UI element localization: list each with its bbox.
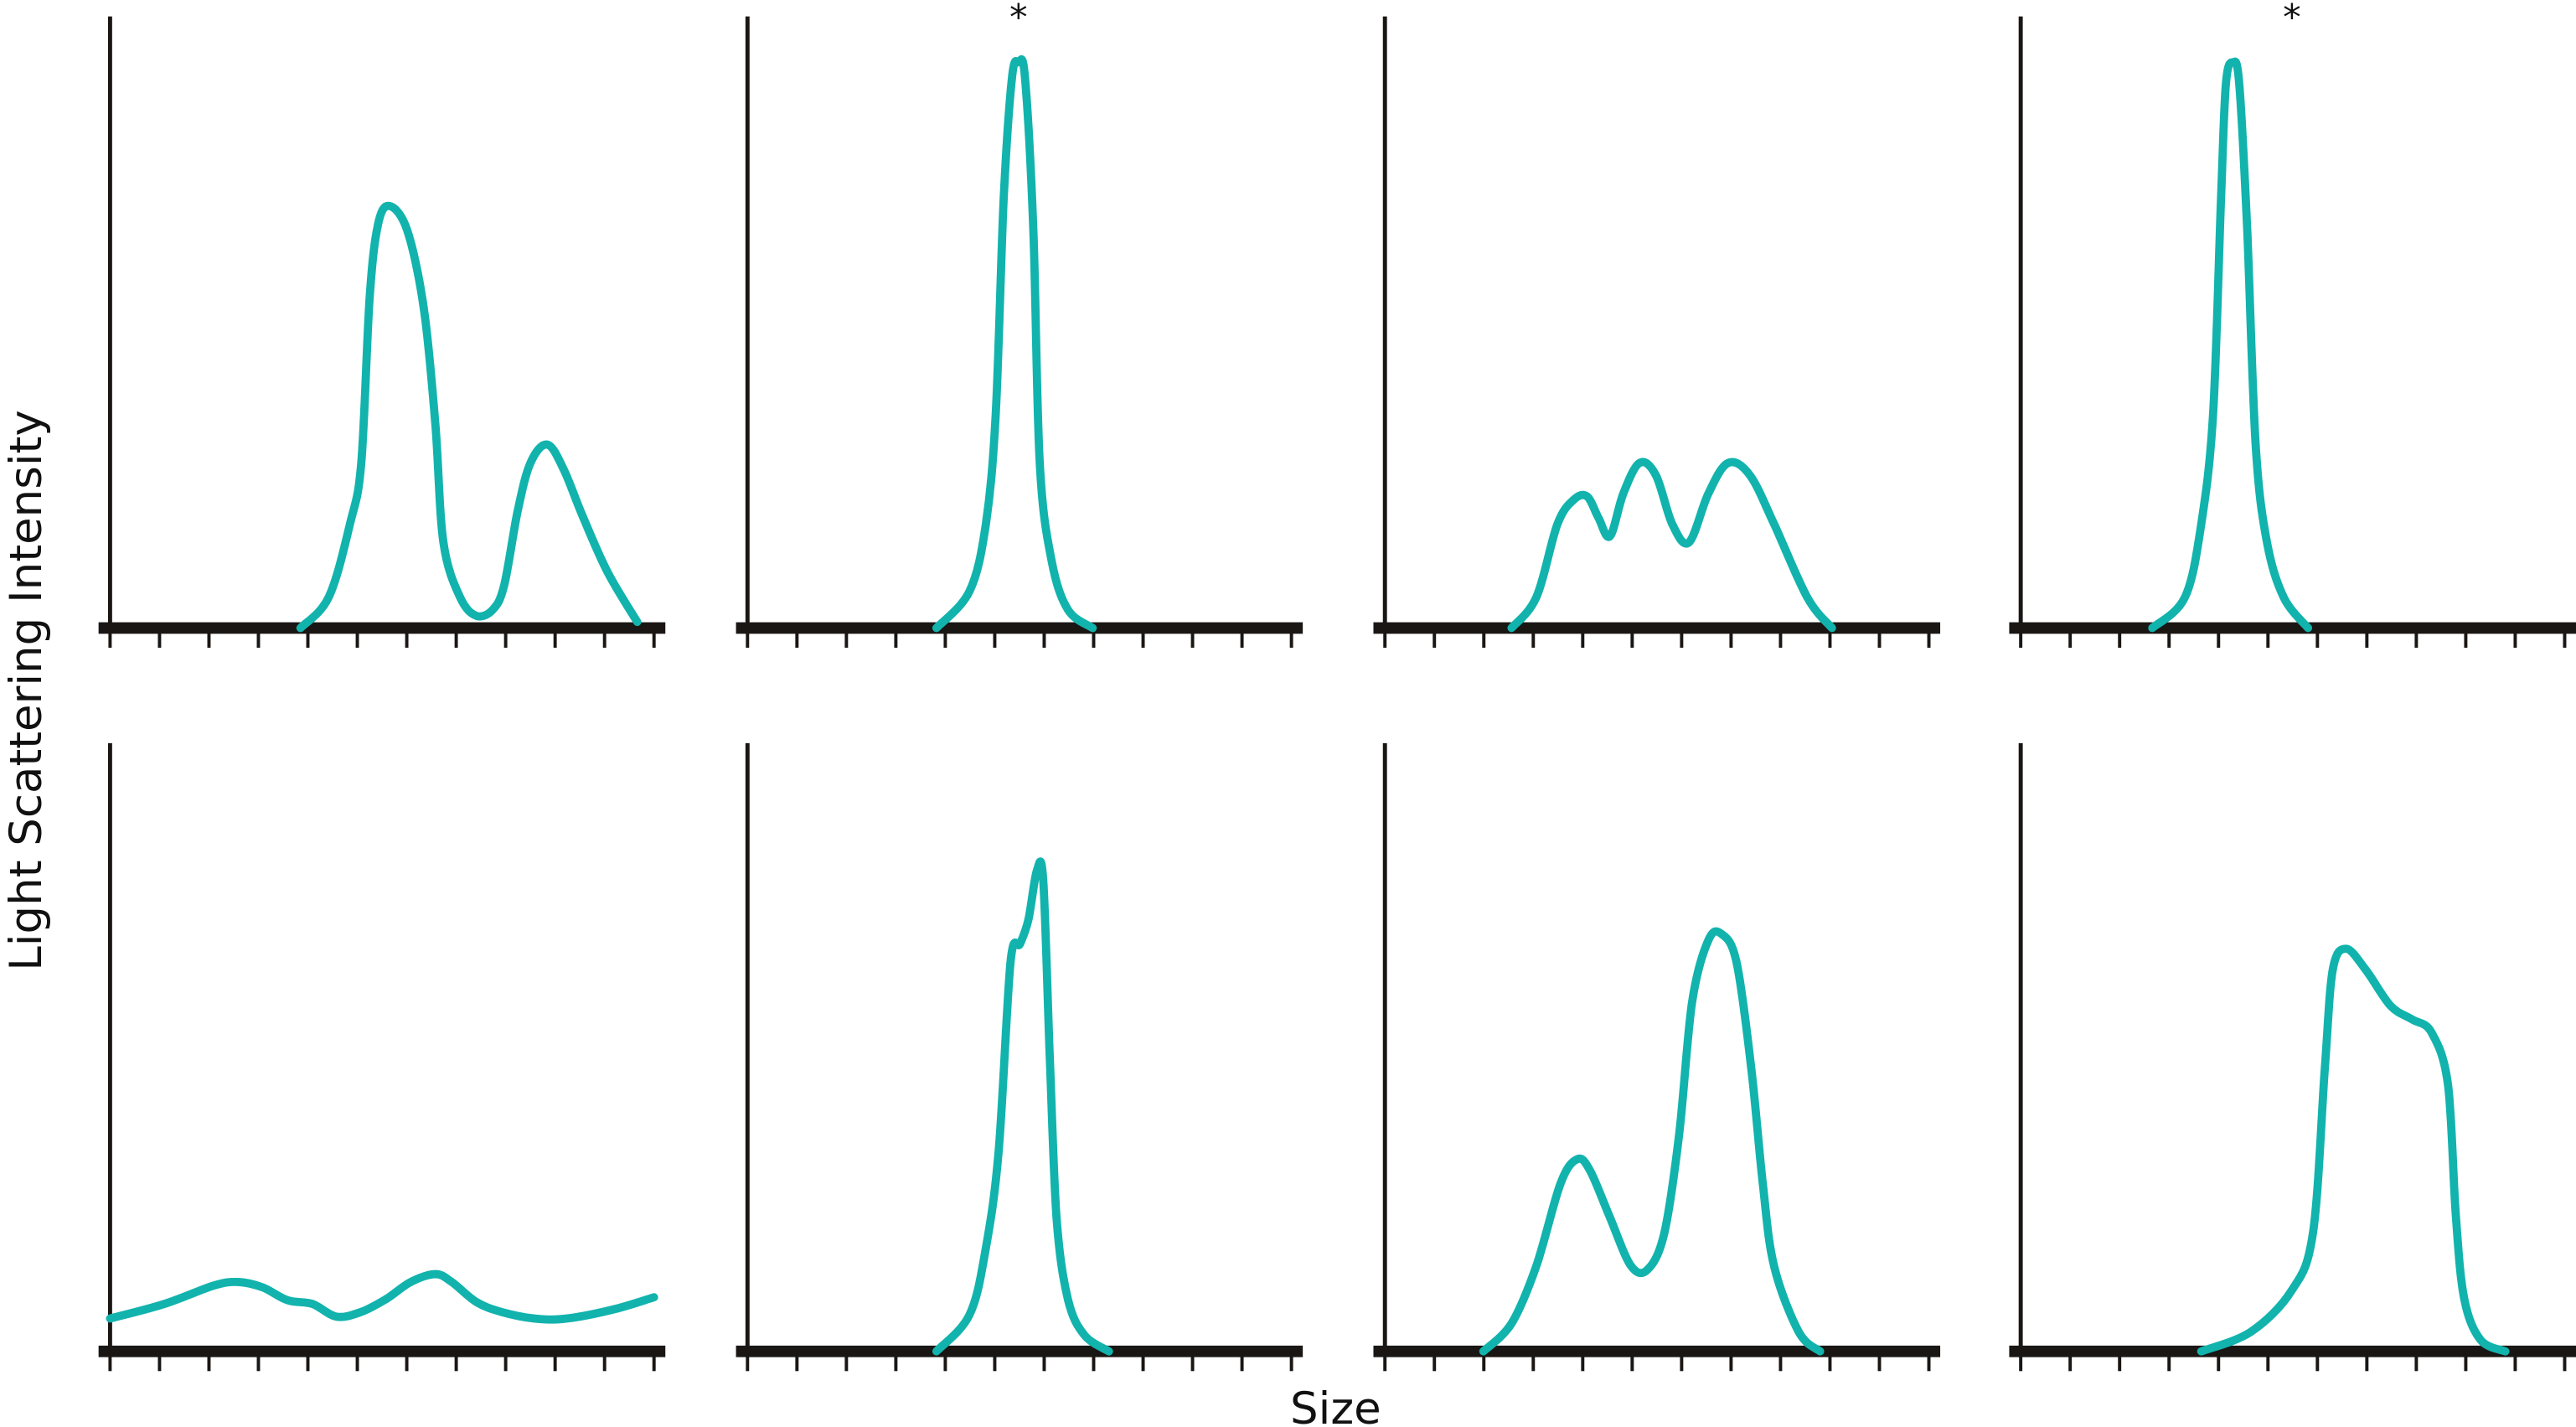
panel-2-3-curve (1479, 927, 1825, 1356)
x-axis-label: Size (1290, 1383, 1381, 1427)
panel-2-2-curve (932, 857, 1113, 1356)
panel-1-1-curve (296, 201, 642, 633)
panel-1-3-curve (1507, 458, 1836, 633)
panel-2-4-curve (2197, 944, 2510, 1356)
panel-1-4-curve (2148, 57, 2313, 633)
panel-1-2-curve (932, 54, 1097, 633)
panel-1-4-significance-marker: * (2283, 0, 2301, 39)
panel-2-1-curve (106, 1269, 658, 1324)
panel-1-2-significance-marker: * (1009, 0, 1028, 39)
y-axis-label: Light Scattering Intensity (1, 410, 52, 970)
